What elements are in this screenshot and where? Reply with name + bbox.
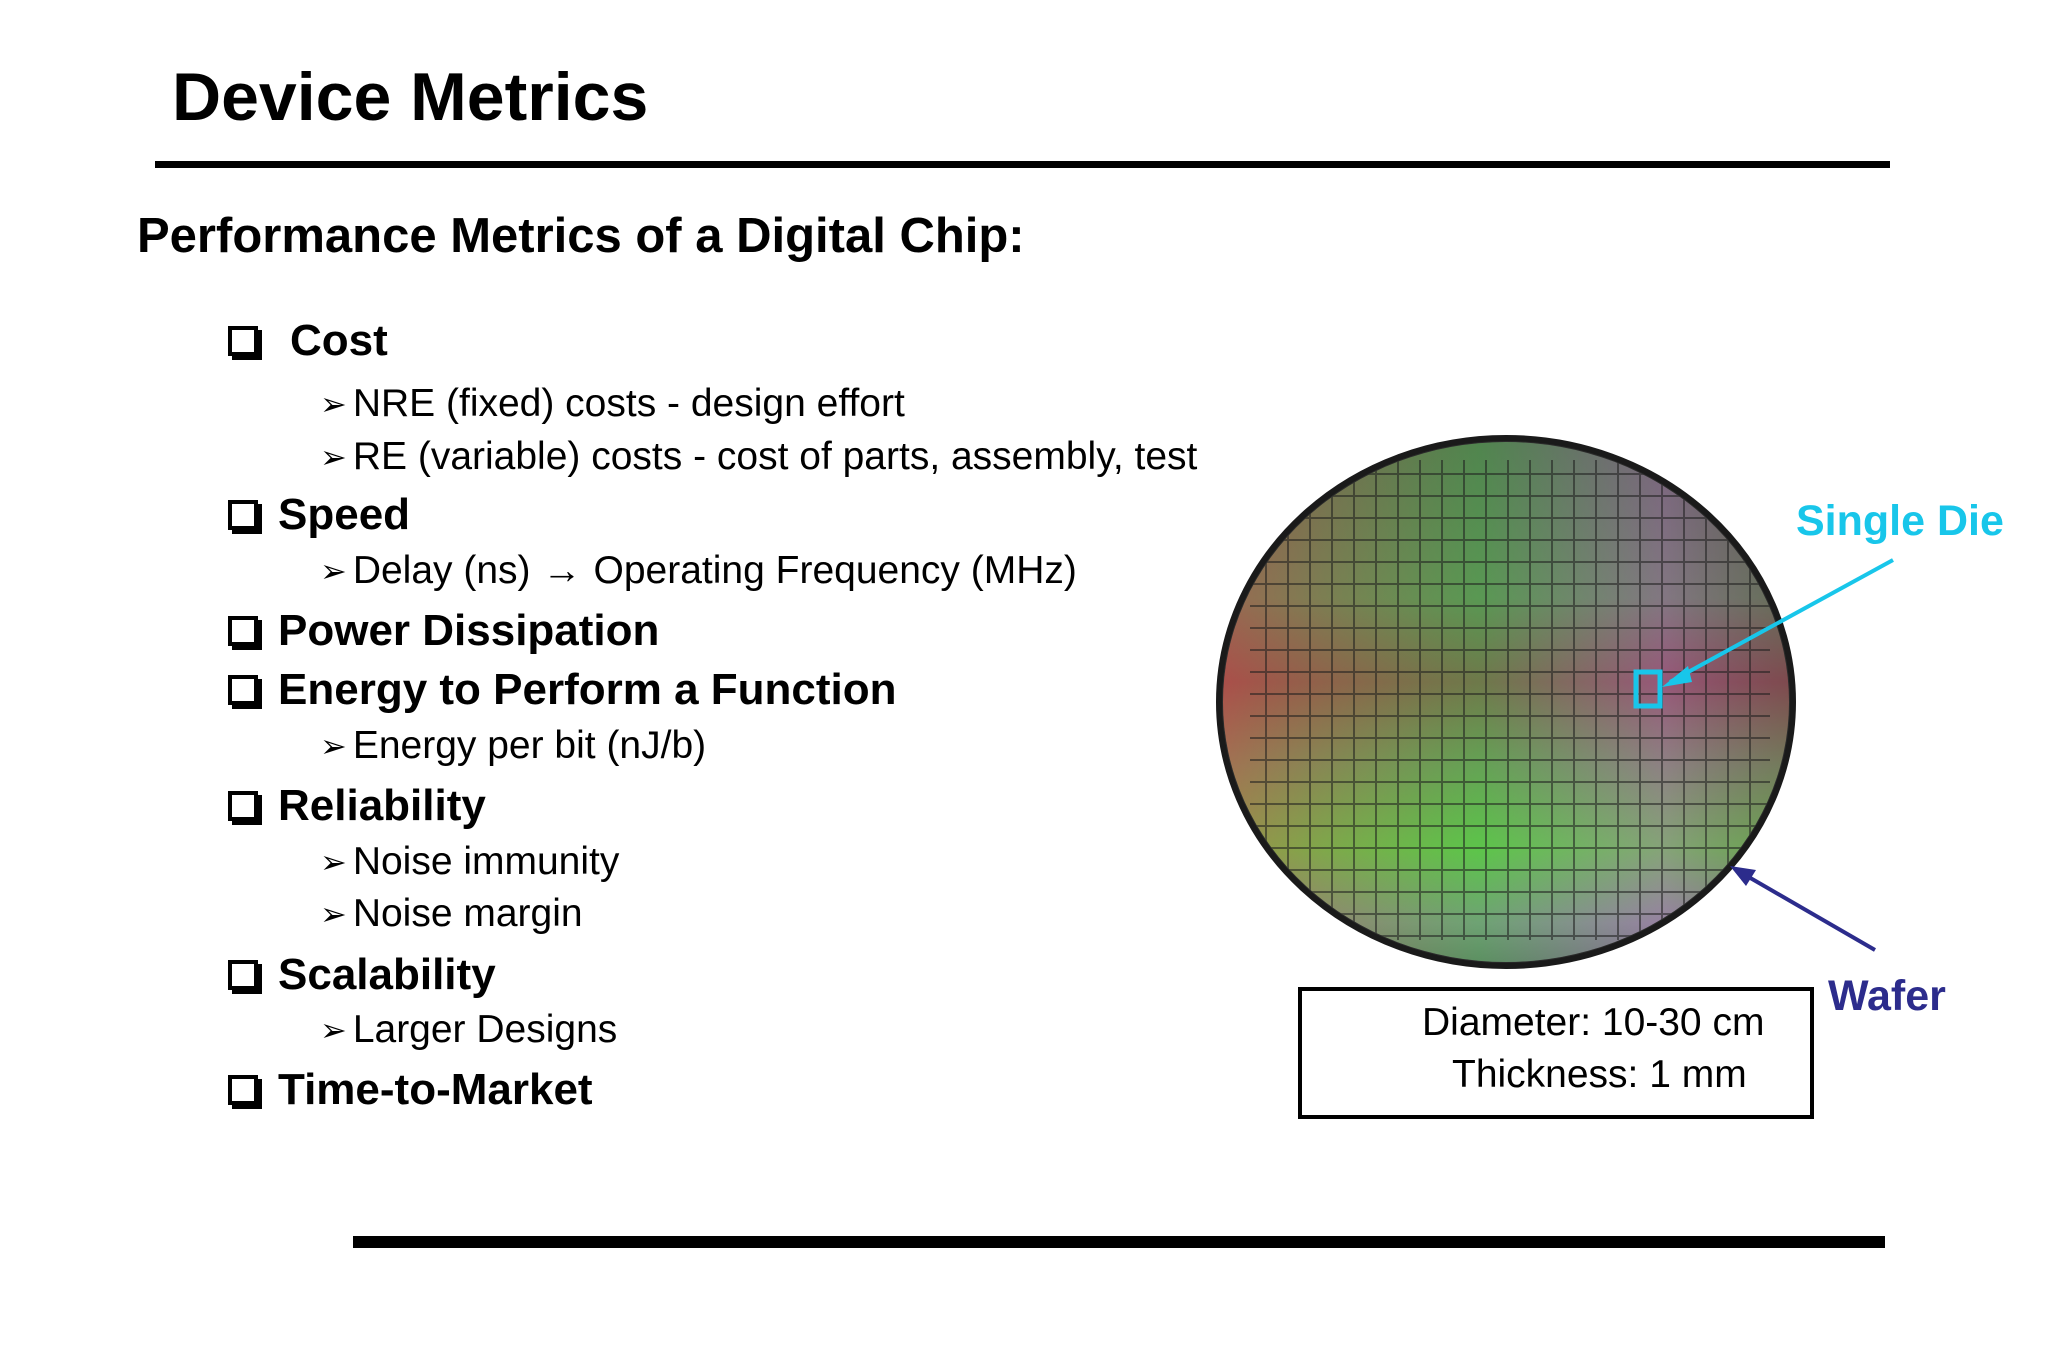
checkbox-bullet-icon [228,1075,258,1105]
metric-speed: Speed [228,490,410,540]
sub-item-text: Operating Frequency (MHz) [593,549,1077,592]
metric-time-to-market: Time-to-Market [228,1065,593,1115]
sub-item-text: Larger Designs [352,1008,618,1051]
metric-sub-item: ➢ NRE (fixed) costs - design effort [320,382,905,426]
checkbox-bullet-icon [228,960,258,990]
arrow-bullet-icon: ➢ [320,553,347,589]
sub-item-text: NRE (fixed) costs - design effort [352,382,905,425]
single-die-marker [1633,669,1663,709]
arrow-head-icon [1730,866,1756,886]
footer-divider [353,1236,1885,1248]
metric-label: Cost [290,316,388,365]
checkbox-bullet-icon [228,675,258,705]
metric-sub-item: ➢ Delay (ns) → Operating Frequency (MHz) [320,549,1077,593]
sub-item-text: Noise immunity [352,840,620,883]
metric-sub-item: ➢ Noise immunity [320,840,619,884]
title-divider [155,161,1890,168]
arrow-bullet-icon: ➢ [320,386,347,422]
metric-scalability: Scalability [228,950,496,1000]
sub-item-text: Delay (ns) [352,549,531,592]
sub-item-text: Noise margin [352,892,583,935]
checkbox-bullet-icon [228,616,258,646]
arrow-bullet-icon: ➢ [320,896,347,932]
metric-label: Reliability [278,781,486,830]
metric-sub-item: ➢ Larger Designs [320,1008,617,1052]
metric-power: Power Dissipation [228,606,659,656]
diameter-text: Diameter: 10-30 cm [1422,1001,1765,1044]
slide-subtitle: Performance Metrics of a Digital Chip: [137,209,1025,263]
metric-label: Energy to Perform a Function [278,665,897,714]
arrow-bullet-icon: ➢ [320,728,347,764]
metric-label: Speed [278,490,411,539]
arrow-bullet-icon: ➢ [320,844,347,880]
arrow-bullet-icon: ➢ [320,1012,347,1048]
checkbox-bullet-icon [228,500,258,530]
wafer-label: Wafer [1828,972,1946,1020]
metric-cost: Cost [228,316,388,366]
metric-label: Power Dissipation [278,606,660,655]
wafer-image [1216,435,1894,969]
wafer-spec-box: Diameter: 10-30 cm Thickness: 1 mm [1298,987,1814,1119]
sub-item-text: Energy per bit (nJ/b) [352,724,707,767]
metric-energy: Energy to Perform a Function [228,665,897,715]
right-arrow-icon: → [542,549,582,592]
metric-label: Time-to-Market [278,1065,593,1114]
metric-sub-item: ➢ Energy per bit (nJ/b) [320,724,706,768]
checkbox-bullet-icon [228,326,258,356]
thickness-text: Thickness: 1 mm [1452,1053,1747,1096]
arrow-head-icon [1662,666,1692,687]
slide-title: Device Metrics [172,59,649,135]
metric-reliability: Reliability [228,781,486,831]
metric-label: Scalability [278,950,496,999]
single-die-label: Single Die [1796,497,2004,545]
sub-item-text: RE (variable) costs - cost of parts, ass… [352,435,1198,478]
arrow-bullet-icon: ➢ [320,439,347,475]
metric-sub-item: ➢ RE (variable) costs - cost of parts, a… [320,435,1197,479]
checkbox-bullet-icon [228,791,258,821]
metric-sub-item: ➢ Noise margin [320,892,583,936]
